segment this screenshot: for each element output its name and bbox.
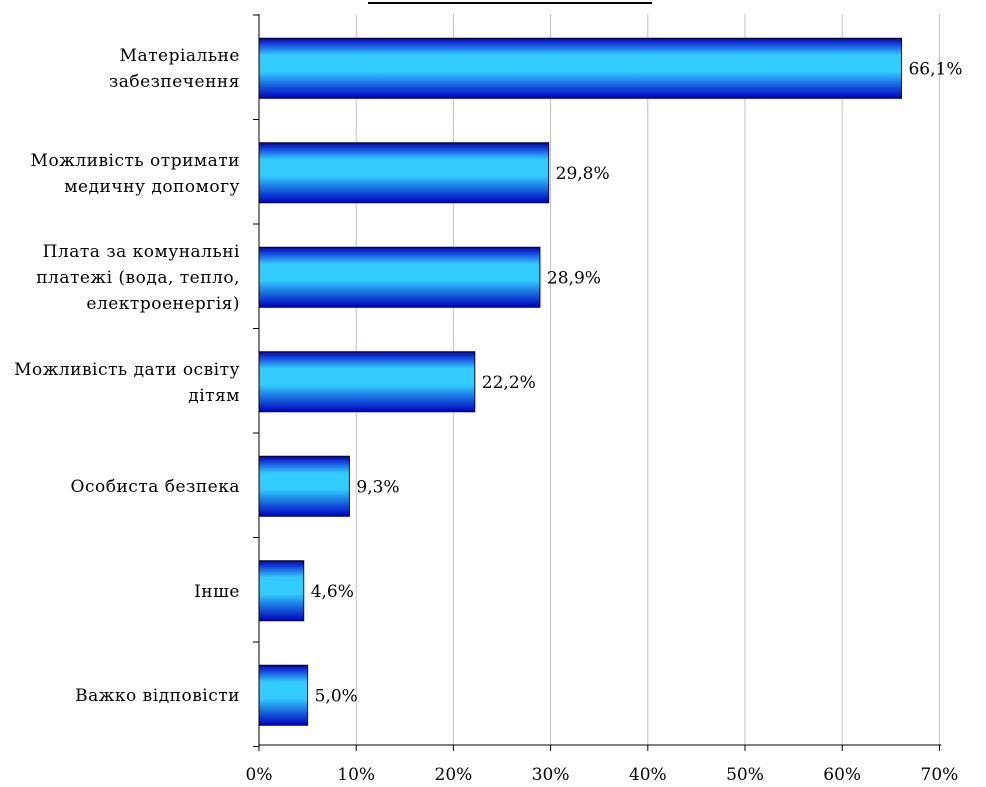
value-label-2: 29,8% (556, 164, 610, 184)
category-label-line: електроенергія) (86, 294, 240, 315)
category-label-line: Особиста безпека (70, 477, 240, 498)
bar-4 (258, 351, 476, 413)
bar-6 (258, 560, 305, 622)
category-label-line: Можливість дати освіту (14, 359, 240, 380)
category-label-line: Інше (194, 581, 240, 602)
category-label-line: Можливість отримати (30, 150, 240, 171)
value-label-5: 9,3% (356, 477, 399, 497)
category-label-6: Інше (4, 540, 240, 645)
category-label-line: платежі (вода, тепло, (36, 268, 240, 289)
category-label-2: Можливість отримати медичну допомогу (4, 122, 240, 227)
category-label-3: Плата за комунальні платежі (вода, тепло,… (4, 226, 240, 331)
x-tick-label: 40% (629, 765, 667, 785)
value-label-4: 22,2% (482, 373, 536, 393)
category-label-7: Важко відповісти (4, 644, 240, 749)
x-tick-label: 30% (532, 765, 570, 785)
x-tick-label: 50% (726, 765, 764, 785)
category-label-5: Особиста безпека (4, 435, 240, 540)
x-tick-label: 10% (337, 765, 375, 785)
bar-3 (258, 246, 541, 308)
x-tick-label: 70% (921, 765, 959, 785)
category-label-line: медичну допомогу (64, 176, 240, 197)
value-label-3: 28,9% (547, 268, 601, 288)
value-label-7: 5,0% (315, 686, 358, 706)
bar-7 (258, 664, 309, 726)
x-tick-label: 60% (823, 765, 861, 785)
bar-2 (258, 142, 550, 204)
category-label-line: забезпечення (108, 72, 240, 93)
category-label-4: Можливість дати освіту дітям (4, 331, 240, 436)
category-label-line: дітям (188, 385, 240, 406)
category-label-line: Плата за комунальні (42, 242, 240, 263)
value-label-1: 66,1% (908, 59, 962, 79)
category-label-1: Матеріальне забезпечення (4, 17, 240, 122)
x-tick-label: 20% (435, 765, 473, 785)
bar-1 (258, 37, 902, 99)
bar-5 (258, 455, 350, 517)
category-label-line: Важко відповісти (75, 686, 240, 707)
x-tick-label: 0% (246, 765, 273, 785)
value-label-6: 4,6% (311, 582, 354, 602)
category-label-line: Матеріальне (119, 46, 240, 67)
